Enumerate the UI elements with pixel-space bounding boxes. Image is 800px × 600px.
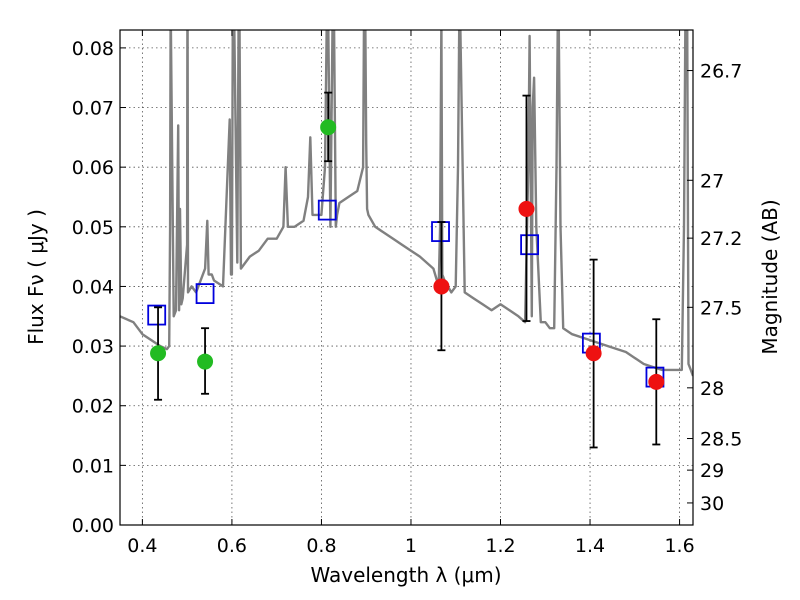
model-box-marker — [520, 234, 540, 256]
photometry_red-point — [433, 278, 450, 295]
model-box-marker — [317, 199, 337, 221]
right-axis-title: Magnitude (AB) — [758, 199, 782, 354]
right-tick-label: 27.5 — [700, 297, 742, 319]
y-axis-title: Flux Fν ( μJy ) — [24, 209, 48, 345]
photometry_green-point — [150, 345, 167, 362]
photometry_red-point — [518, 200, 535, 217]
x-tick-label: 0.6 — [217, 535, 247, 557]
x-axis-title: Wavelength λ (μm) — [310, 563, 501, 587]
y-tick-label: 0.00 — [72, 515, 114, 537]
y-tick-label: 0.04 — [72, 276, 114, 298]
y-tick-label: 0.05 — [72, 217, 114, 239]
model-box-marker — [147, 304, 167, 326]
right-tick-label: 27.2 — [700, 228, 742, 250]
right-tick-label: 26.7 — [700, 61, 742, 83]
x-tick-label: 1 — [405, 535, 417, 557]
x-tick-label: 0.4 — [127, 535, 157, 557]
x-tick-label: 1.4 — [575, 535, 605, 557]
y-tick-label: 0.03 — [72, 336, 114, 358]
x-tick-label: 1.6 — [664, 535, 694, 557]
right-tick-label: 28 — [700, 378, 724, 400]
x-tick-label: 1.2 — [485, 535, 515, 557]
axis-layer: 0.4 0.6 0.8 1 1.2 1.4 1.6 0.00 0.01 0.02 0.03 0.04 0… — [72, 30, 742, 557]
y-tick-label: 0.06 — [72, 157, 114, 179]
photometry_green-point — [320, 119, 337, 136]
photometry_red-point — [585, 345, 602, 362]
right-tick-label: 27 — [700, 170, 724, 192]
photometry_green-point — [197, 353, 214, 370]
y-tick-label: 0.01 — [72, 455, 114, 477]
grid-layer — [120, 30, 693, 525]
right-tick-label: 30 — [700, 493, 724, 515]
plot-frame — [119, 29, 694, 526]
y-tick-label: 0.08 — [72, 38, 114, 60]
y-tick-label: 0.07 — [72, 98, 114, 120]
spectrum-line — [120, 30, 693, 377]
x-tick-label: 0.8 — [306, 535, 336, 557]
model-box-marker — [195, 283, 215, 305]
points-layer — [147, 91, 665, 449]
spectrum-layer — [120, 30, 693, 377]
right-tick-label: 28.5 — [700, 429, 742, 451]
right-tick-label: 29 — [700, 460, 724, 482]
y-tick-label: 0.02 — [72, 396, 114, 418]
photometry_red-point — [648, 373, 665, 390]
